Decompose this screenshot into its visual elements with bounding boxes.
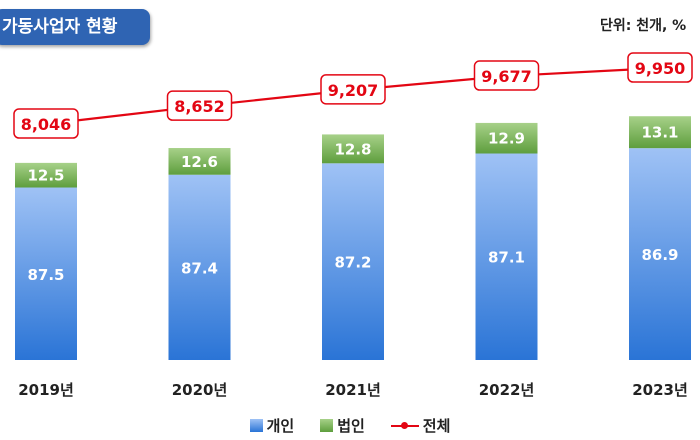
total-value-box — [473, 60, 540, 91]
bar-label-corporate: 12.8 — [334, 140, 371, 158]
bar-label-corporate: 12.9 — [488, 130, 525, 148]
bar-label-individual: 87.1 — [488, 249, 525, 267]
chart-title: 가동사업자 현황 — [0, 9, 150, 45]
x-tick-label: 2023년 — [632, 381, 688, 399]
total-value-label: 8,652 — [174, 97, 225, 116]
x-axis: 2019년 2020년 2021년 2022년 2023년 — [18, 381, 688, 399]
bars-group: 87.5 12.5 87.4 12.6 87.2 12.8 87.1 12.9 86.9 13.1 — [15, 116, 691, 360]
bar-corporate — [168, 148, 231, 175]
total-value-label: 9,950 — [635, 59, 686, 78]
legend-item-individual: 개인 — [249, 415, 295, 436]
legend-swatch-individual — [249, 418, 263, 432]
legend-swatch-total — [390, 419, 419, 432]
total-line-group: 8,046 8,652 9,207 9,677 9,950 — [13, 52, 693, 139]
total-value-box — [320, 74, 386, 105]
legend-label-individual: 개인 — [266, 416, 295, 435]
legend: 개인 법인 전체 — [0, 414, 700, 436]
bar-label-corporate: 12.6 — [181, 153, 218, 171]
total-value-box — [627, 52, 693, 83]
bar-label-corporate: 13.1 — [641, 124, 678, 142]
bar-individual — [475, 153, 538, 360]
unit-label: 단위: 천개, % — [600, 18, 687, 34]
bar-individual — [322, 163, 384, 360]
bar-label-individual: 87.2 — [334, 254, 371, 272]
x-tick-label: 2021년 — [325, 381, 381, 399]
x-tick-label: 2022년 — [479, 381, 535, 399]
total-value-label: 9,677 — [481, 67, 532, 86]
bar-corporate — [15, 162, 77, 188]
total-value-label: 9,207 — [328, 81, 379, 100]
total-value-label: 8,046 — [21, 115, 72, 134]
legend-label-total: 전체 — [422, 416, 451, 435]
bar-individual — [15, 187, 77, 360]
legend-label-corporate: 법인 — [337, 416, 365, 435]
bar-corporate — [475, 122, 538, 154]
bar-label-corporate: 12.5 — [27, 167, 64, 185]
bar-individual — [629, 148, 691, 360]
total-value-box — [13, 108, 79, 139]
total-value-box — [166, 90, 233, 121]
bar-label-individual: 87.5 — [27, 266, 64, 284]
legend-swatch-corporate — [320, 418, 334, 432]
bar-label-individual: 87.4 — [181, 259, 218, 277]
bar-corporate — [629, 116, 691, 149]
bar-individual — [168, 174, 231, 360]
bar-label-individual: 86.9 — [641, 246, 678, 264]
legend-item-total: 전체 — [390, 415, 451, 436]
x-tick-label: 2020년 — [172, 381, 228, 399]
legend-item-corporate: 법인 — [320, 415, 365, 436]
x-tick-label: 2019년 — [18, 381, 74, 399]
bar-corporate — [322, 134, 384, 164]
